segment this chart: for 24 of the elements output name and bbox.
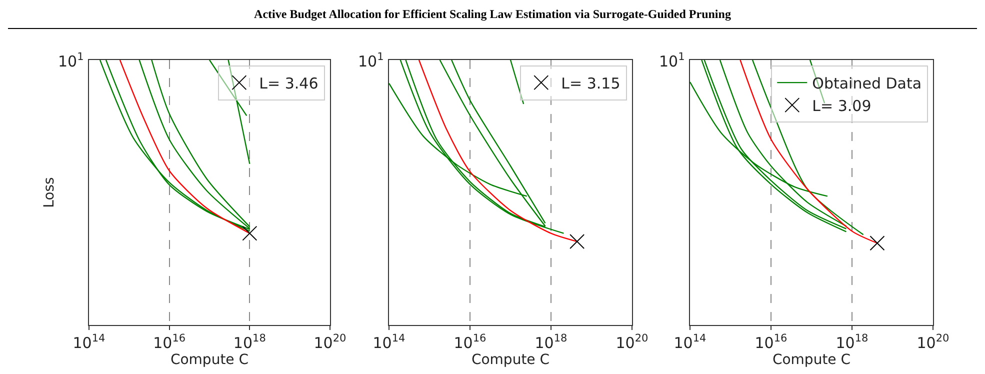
x-axis-title: Compute C bbox=[170, 352, 249, 368]
text: 10$^{1}$ bbox=[58, 51, 84, 70]
text: Active Budget Allocation for Efficient Scaling Law Estimation via Surrogate-Guided Pruning bbox=[8, 4, 977, 29]
x-tick-label: 10$^{18}$ bbox=[233, 332, 266, 352]
x-tick-label: 10$^{20}$ bbox=[616, 332, 648, 352]
x-axis-title: Compute C bbox=[772, 352, 851, 368]
x-tick-label: 10$^{18}$ bbox=[836, 332, 868, 352]
x-tick-label: 10$^{16}$ bbox=[754, 332, 788, 352]
legend-label: L= 3.09 bbox=[812, 96, 872, 115]
text: 10$^{1}$ bbox=[659, 51, 685, 70]
x-tick-label: 10$^{20}$ bbox=[916, 332, 950, 352]
x-tick-label: 10$^{18}$ bbox=[534, 332, 568, 352]
x-tick-label: 10$^{16}$ bbox=[153, 332, 186, 352]
x-tick-label: 10$^{14}$ bbox=[372, 332, 406, 352]
y-axis-title: Loss bbox=[42, 177, 58, 208]
x-tick-label: 10$^{14}$ bbox=[674, 332, 707, 352]
legend-label: L= 3.46 bbox=[259, 74, 318, 92]
legend-label: L= 3.15 bbox=[561, 74, 620, 92]
x-axis-title: Compute C bbox=[471, 352, 550, 368]
x-tick-label: 10$^{16}$ bbox=[454, 332, 487, 352]
x-tick-label: 10$^{14}$ bbox=[72, 332, 106, 352]
x-tick-label: 10$^{20}$ bbox=[314, 332, 346, 352]
legend-label: Obtained Data bbox=[812, 74, 922, 92]
text: 10$^{1}$ bbox=[358, 51, 384, 70]
